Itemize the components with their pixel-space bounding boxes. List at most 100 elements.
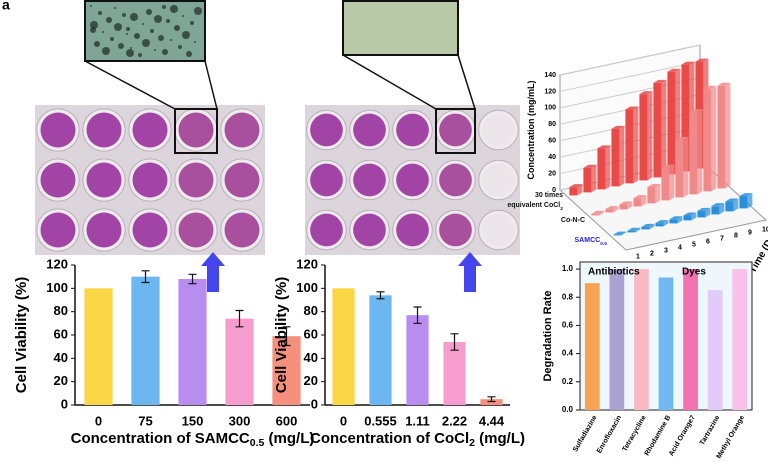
x-tick-label: 600 — [276, 413, 298, 428]
cell-cluster — [98, 11, 102, 15]
bar-side — [591, 164, 597, 193]
well — [132, 212, 168, 248]
y-tick-label: 140 — [544, 72, 556, 79]
bar — [131, 276, 160, 405]
bar-top — [669, 216, 683, 220]
bar-top — [613, 231, 627, 235]
x-tick-label: 300 — [229, 413, 251, 428]
zoom-line — [204, 60, 218, 110]
y-tick-label: 80 — [548, 121, 556, 128]
bar — [272, 336, 301, 405]
bar — [605, 209, 614, 213]
bar-top — [667, 68, 681, 72]
x-tick-label: Enrofloxacin — [596, 414, 623, 454]
bar-top — [633, 195, 647, 199]
y-tick-label: 20 — [548, 170, 556, 177]
cell-cluster — [146, 9, 152, 15]
bar — [683, 269, 698, 410]
bar — [683, 215, 692, 221]
bar-side — [641, 195, 647, 207]
bar-top — [639, 91, 653, 95]
y-axis-label-part: Cell Viability (%) — [13, 277, 30, 393]
x-tick-label: 7 — [720, 235, 724, 242]
bar — [711, 206, 720, 215]
cell-cluster — [182, 31, 190, 39]
y-tick-label: 80 — [54, 303, 68, 318]
bar — [178, 279, 207, 405]
bar-top — [627, 227, 641, 231]
x-tick-label: 1.11 — [405, 413, 430, 428]
bar-side — [627, 201, 633, 210]
well — [353, 113, 386, 147]
x-tick-label: Sulfadiazine — [572, 414, 599, 453]
bar-top — [675, 136, 689, 140]
well — [353, 163, 386, 197]
x-axis-label-part: 0.5 — [250, 437, 265, 449]
x-axis-label-part: (mg/L) — [264, 430, 314, 447]
y-tick-label: 40 — [548, 154, 556, 161]
bar-top — [689, 109, 703, 113]
x-tick-label: 8 — [734, 232, 738, 239]
series-label-part: 0.5 — [600, 241, 607, 247]
well-highlight — [435, 108, 476, 154]
cell-cluster — [182, 15, 184, 17]
cell-cluster — [142, 23, 144, 25]
cell-cluster — [174, 25, 180, 31]
y-axis-label: Concentration (mg/mL) — [526, 81, 536, 180]
bar-top — [583, 164, 597, 168]
bar-side — [691, 212, 697, 221]
x-axis-label-part: Concentration of SAMCC — [71, 430, 250, 447]
bar — [647, 186, 656, 204]
bar — [584, 283, 600, 410]
cell-cluster — [158, 35, 164, 41]
bar-top — [597, 145, 611, 149]
cell-cluster — [90, 27, 96, 33]
y-axis-label-part: Concentration (mg/mL) — [526, 81, 536, 180]
bar-side — [647, 91, 653, 181]
cell-cluster — [130, 13, 138, 21]
x-axis-label: Concentration of CoCl2 (mg/L) — [310, 430, 525, 449]
cell-cluster — [178, 45, 182, 49]
error-bar — [413, 306, 422, 324]
series-label-part: 2 — [560, 206, 563, 212]
panel-label: a — [2, 0, 10, 13]
well — [439, 113, 472, 147]
y-tick-label: 80 — [304, 303, 318, 318]
well — [439, 213, 472, 247]
cell-cluster — [194, 7, 202, 15]
cell-cluster — [102, 47, 110, 55]
error-bar — [376, 291, 385, 300]
cell-cluster — [194, 41, 196, 43]
x-tick-label: Rhodamine B — [644, 414, 673, 457]
well — [86, 212, 122, 248]
well — [40, 212, 76, 248]
y-tick-label: 1.0 — [562, 264, 574, 273]
bar-top — [703, 85, 717, 89]
cell-cluster — [130, 47, 132, 49]
y-tick-label: 100 — [46, 280, 68, 295]
x-tick-label: 0 — [340, 413, 347, 428]
bar-top — [711, 203, 725, 207]
bar-side — [725, 82, 731, 189]
bar — [653, 82, 662, 178]
cell-cluster — [138, 53, 142, 57]
bar — [332, 288, 355, 405]
y-tick-label: 40 — [54, 350, 68, 365]
x-axis-label-part: 2 — [469, 437, 475, 449]
series-label: equivalent CoCl2 — [507, 202, 563, 212]
bar — [661, 167, 670, 201]
bar-top — [611, 125, 625, 129]
zoom-line — [457, 54, 476, 110]
bar — [732, 269, 748, 410]
bar — [84, 288, 113, 405]
annotation: Antibiotics — [588, 267, 640, 278]
bar-side — [683, 136, 689, 198]
bar — [697, 210, 706, 218]
bar — [707, 290, 723, 410]
series-label-part: Co-N-C — [561, 217, 585, 224]
bar-side — [747, 193, 753, 209]
x-tick-label: 0 — [95, 413, 102, 428]
cell-cluster — [190, 21, 194, 25]
bar-side — [705, 207, 711, 218]
